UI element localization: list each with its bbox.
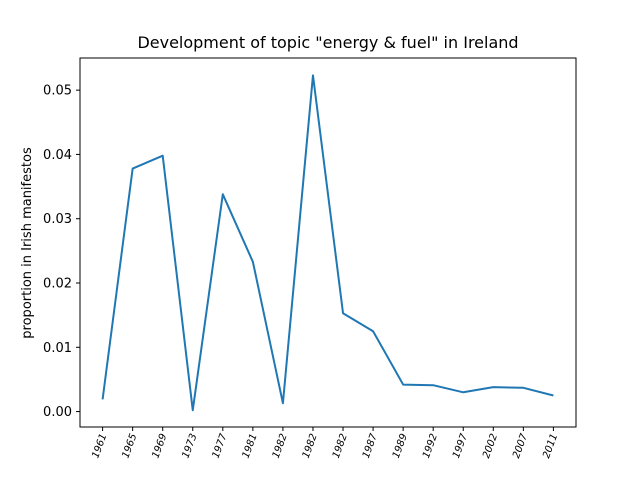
y-tick-label: 0.05: [43, 84, 72, 99]
y-tick-label: 0.00: [43, 405, 72, 420]
x-tick-label: 1965: [120, 432, 139, 460]
x-tick-label: 2002: [481, 432, 500, 460]
x-tick-label: 1982: [271, 432, 290, 460]
x-axis: 1961 1965 1969 1973 1977 1981 1982 1982 1982 1987…: [90, 427, 560, 460]
y-tick-label: 0.03: [43, 212, 72, 227]
x-tick-label: 1969: [150, 432, 169, 460]
x-tick-label: 1989: [391, 432, 410, 460]
x-tick-label: 2011: [541, 432, 560, 460]
x-tick-label: 1961: [90, 432, 109, 460]
x-tick-label: 1973: [181, 432, 200, 460]
x-tick-label: 1987: [361, 432, 380, 460]
y-axis: 0.00 0.01 0.02 0.03 0.04 0.05: [43, 84, 80, 420]
x-tick-label: 2007: [511, 432, 530, 460]
x-tick-label: 1992: [421, 432, 440, 460]
chart-title: Development of topic "energy & fuel" in …: [137, 33, 518, 52]
x-tick-label: 1977: [211, 432, 230, 460]
plot-frame: [79, 57, 577, 428]
y-tick-label: 0.02: [43, 277, 72, 292]
y-tick-label: 0.04: [43, 148, 72, 163]
x-tick-label: 1981: [241, 432, 260, 460]
x-tick-label: 1982: [331, 432, 350, 460]
x-tick-label: 1997: [451, 432, 470, 460]
series-line: [101, 74, 554, 412]
x-tick-label: 1982: [301, 432, 320, 460]
y-axis-label: proportion in Irish manifestos: [20, 147, 35, 339]
series-group: [101, 74, 554, 412]
y-tick-label: 0.01: [43, 341, 72, 356]
